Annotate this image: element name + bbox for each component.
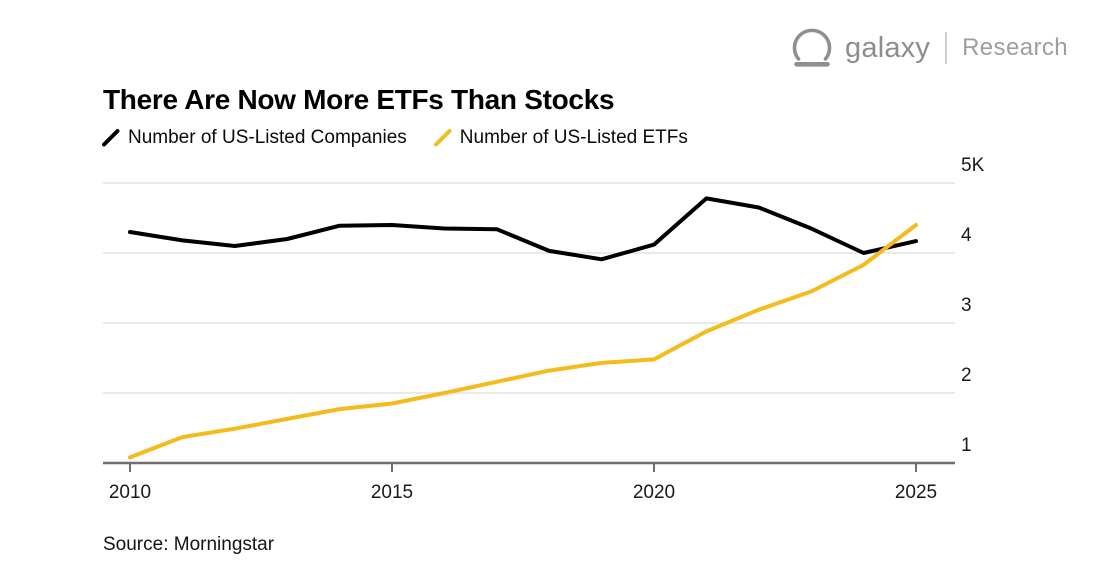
brand-logo: galaxy Research [789,26,1068,70]
source-note: Source: Morningstar [103,534,275,555]
brand-suffix: Research [962,34,1068,61]
x-tick-label: 2015 [371,482,413,503]
y-tick-label: 1 [961,435,972,456]
y-tick-label: 2 [961,365,972,386]
etfs-slash-icon [433,129,452,147]
x-tick-label: 2010 [109,482,151,503]
legend-label-companies: Number of US-Listed Companies [128,127,407,148]
legend-item-etfs: Number of US-Listed ETFs [433,127,688,149]
legend-item-companies: Number of US-Listed Companies [101,127,407,149]
chart-legend: Number of US-Listed Companies Number of … [101,127,688,149]
x-tick-label: 2025 [895,482,937,503]
x-tick-label: 2020 [633,482,675,503]
chart-title: There Are Now More ETFs Than Stocks [103,84,615,115]
y-tick-label: 5K [961,155,985,176]
logo-divider [945,32,948,64]
brand-name: galaxy [845,31,931,64]
etfs-line [128,223,918,460]
y-tick-label: 4 [961,225,972,246]
y-tick-label: 3 [961,295,972,316]
galaxy-helmet-icon [792,28,832,67]
legend-label-etfs: Number of US-Listed ETFs [459,127,688,148]
companies-line [128,196,918,262]
companies-slash-icon [102,129,120,147]
